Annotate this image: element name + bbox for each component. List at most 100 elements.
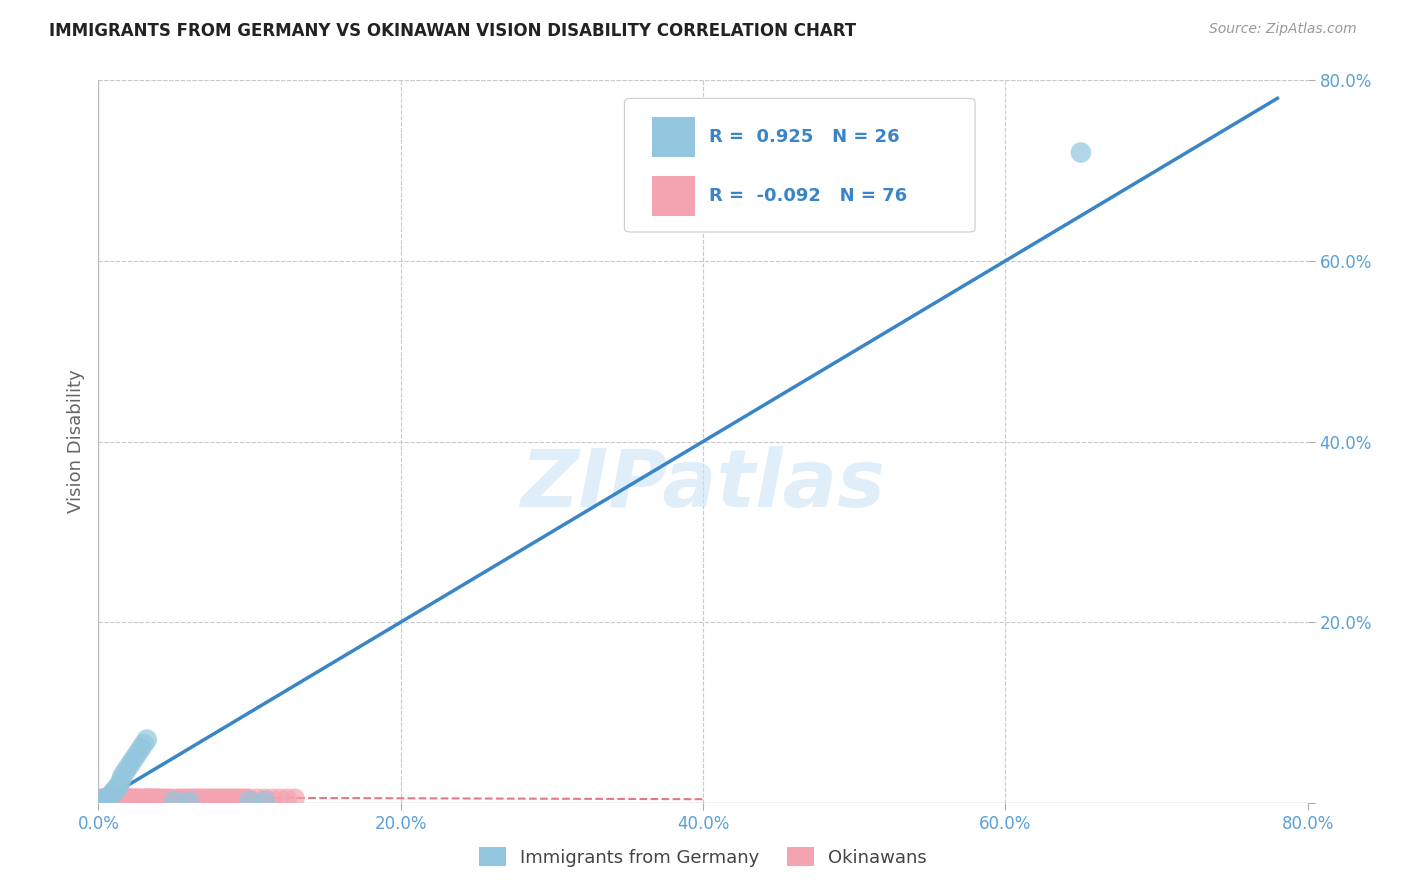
- Point: [105, 791, 128, 805]
- Point: [98, 791, 121, 805]
- Point: [96, 791, 118, 805]
- Point: [94, 792, 117, 806]
- Point: [136, 791, 159, 805]
- Point: [93, 792, 115, 806]
- Point: [108, 791, 131, 805]
- Point: [111, 769, 134, 783]
- Point: [91, 791, 114, 805]
- Point: [156, 791, 179, 805]
- Point: [114, 791, 136, 805]
- Point: [181, 791, 204, 805]
- Point: [129, 791, 152, 805]
- Point: [235, 791, 257, 805]
- Point: [127, 791, 149, 805]
- Point: [205, 791, 228, 805]
- Point: [132, 737, 155, 751]
- Point: [110, 773, 132, 788]
- Point: [122, 791, 145, 805]
- Point: [226, 791, 249, 805]
- Point: [166, 791, 188, 805]
- Point: [1070, 145, 1092, 160]
- Point: [114, 764, 136, 779]
- Point: [135, 732, 157, 747]
- Point: [232, 791, 254, 805]
- Point: [190, 791, 212, 805]
- Point: [148, 791, 170, 805]
- Text: ZIPatlas: ZIPatlas: [520, 446, 886, 524]
- Point: [208, 791, 231, 805]
- Point: [184, 791, 207, 805]
- Y-axis label: Vision Disability: Vision Disability: [66, 369, 84, 514]
- Point: [107, 780, 129, 794]
- Point: [153, 791, 176, 805]
- Text: R =  -0.092   N = 76: R = -0.092 N = 76: [709, 187, 907, 205]
- Point: [100, 789, 122, 803]
- Point: [269, 791, 291, 805]
- Point: [111, 792, 134, 806]
- Point: [103, 785, 125, 799]
- Point: [179, 791, 201, 805]
- Point: [125, 791, 148, 805]
- Point: [124, 750, 146, 764]
- Point: [200, 791, 222, 805]
- Point: [91, 793, 114, 807]
- Point: [90, 791, 112, 805]
- Point: [120, 791, 142, 805]
- Point: [134, 791, 156, 805]
- Text: R =  0.925   N = 26: R = 0.925 N = 26: [709, 128, 900, 145]
- Point: [174, 791, 197, 805]
- Point: [135, 791, 157, 805]
- Point: [179, 794, 201, 808]
- Point: [127, 746, 149, 760]
- Point: [246, 791, 269, 805]
- Point: [143, 791, 166, 805]
- Point: [101, 787, 124, 801]
- FancyBboxPatch shape: [624, 98, 976, 232]
- Point: [276, 791, 298, 805]
- FancyBboxPatch shape: [652, 176, 695, 216]
- Point: [107, 791, 129, 805]
- Point: [96, 790, 118, 805]
- Point: [128, 791, 150, 805]
- Point: [112, 791, 135, 805]
- Point: [98, 789, 121, 804]
- Point: [211, 791, 233, 805]
- Point: [193, 791, 215, 805]
- Point: [100, 792, 122, 806]
- Point: [118, 791, 141, 805]
- Point: [132, 791, 155, 805]
- Point: [139, 791, 162, 805]
- Point: [89, 792, 111, 806]
- Text: IMMIGRANTS FROM GERMANY VS OKINAWAN VISION DISABILITY CORRELATION CHART: IMMIGRANTS FROM GERMANY VS OKINAWAN VISI…: [49, 22, 856, 40]
- Point: [163, 792, 186, 806]
- Point: [224, 791, 246, 805]
- Point: [115, 791, 138, 805]
- Point: [187, 791, 209, 805]
- Point: [142, 791, 165, 805]
- Point: [110, 791, 132, 805]
- Point: [124, 791, 146, 805]
- Point: [121, 791, 143, 805]
- Point: [253, 794, 276, 808]
- Point: [284, 791, 307, 805]
- Point: [101, 791, 124, 805]
- Point: [169, 791, 191, 805]
- Point: [94, 792, 117, 806]
- Point: [214, 791, 236, 805]
- Point: [150, 791, 173, 805]
- Point: [217, 791, 239, 805]
- FancyBboxPatch shape: [652, 117, 695, 156]
- Point: [160, 791, 183, 805]
- Point: [105, 781, 128, 796]
- Point: [121, 755, 143, 769]
- Point: [202, 791, 225, 805]
- Point: [172, 791, 194, 805]
- Point: [262, 791, 284, 805]
- Point: [129, 741, 152, 756]
- Point: [103, 791, 125, 805]
- Point: [108, 778, 131, 792]
- Point: [239, 794, 262, 808]
- Point: [104, 783, 127, 797]
- Point: [141, 791, 163, 805]
- Point: [118, 760, 141, 774]
